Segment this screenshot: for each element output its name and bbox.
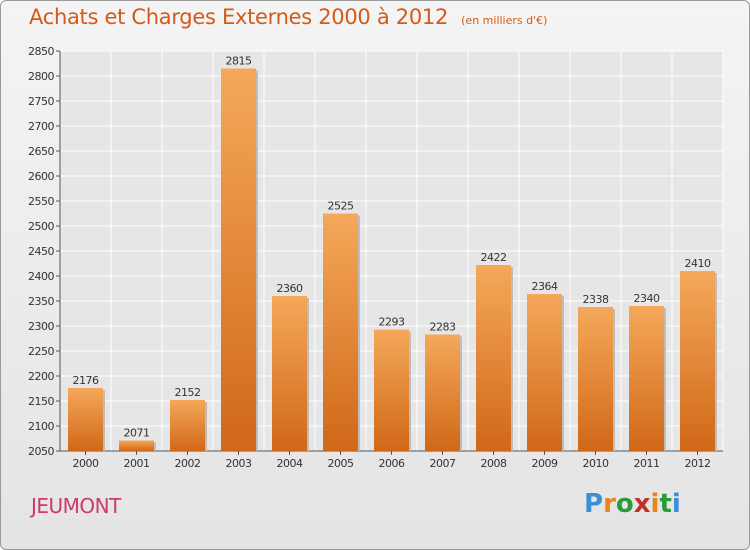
logo-letter: i [650, 489, 660, 519]
x-tick-label: 2012 [685, 457, 711, 470]
logo-letter: i [671, 489, 681, 519]
logo-letter: o [615, 489, 634, 519]
logo-letter: P [584, 489, 604, 519]
logo-letter: t [659, 489, 672, 519]
bar-value-label: 2525 [328, 200, 354, 213]
y-tick-label: 2100 [28, 420, 54, 433]
x-tick-label: 2010 [583, 457, 609, 470]
bar [476, 265, 511, 451]
bar [578, 307, 613, 451]
bar-value-label: 2422 [481, 251, 507, 264]
x-tick-label: 2008 [481, 457, 507, 470]
bar [680, 271, 715, 451]
logo-letter: x [633, 489, 651, 519]
y-tick-label: 2450 [28, 245, 54, 258]
bar [119, 440, 154, 451]
bar [629, 306, 664, 451]
logo-letter: r [603, 489, 616, 519]
bar-value-label: 2410 [685, 257, 711, 270]
bar [221, 68, 256, 451]
y-tick-label: 2600 [28, 170, 54, 183]
y-tick-label: 2850 [28, 45, 54, 58]
y-tick-label: 2300 [28, 320, 54, 333]
bar [425, 334, 460, 451]
y-tick-label: 2050 [28, 445, 54, 458]
bar-value-label: 2340 [634, 292, 660, 305]
y-tick-label: 2250 [28, 345, 54, 358]
x-tick-label: 2004 [277, 457, 303, 470]
y-tick-label: 2750 [28, 95, 54, 108]
y-tick-label: 2200 [28, 370, 54, 383]
bar-value-label: 2293 [379, 316, 405, 329]
bar [527, 294, 562, 451]
chart-title: Achats et Charges Externes 2000 à 2012 [29, 5, 449, 29]
bar [170, 400, 205, 451]
bar-value-label: 2152 [175, 386, 201, 399]
x-tick-label: 2001 [124, 457, 150, 470]
y-tick-label: 2350 [28, 295, 54, 308]
x-tick-label: 2005 [328, 457, 354, 470]
chart-subtitle: (en milliers d'€) [461, 14, 548, 27]
bar-value-label: 2815 [226, 55, 252, 68]
proxiti-logo[interactable]: Proxiti [584, 489, 681, 519]
chart-header: Achats et Charges Externes 2000 à 2012 (… [29, 5, 547, 29]
bars [68, 68, 717, 451]
x-tick-label: 2000 [73, 457, 99, 470]
bar-value-label: 2071 [124, 427, 150, 440]
bar [323, 213, 358, 451]
x-tick-label: 2011 [634, 457, 660, 470]
labels: 2050 2100 2150 2200 2250 2300 2350 2400 2450 2500… [28, 45, 711, 470]
bar-value-label: 2364 [532, 280, 558, 293]
place-name: JEUMONT [31, 494, 121, 518]
y-tick-label: 2400 [28, 270, 54, 283]
bar-value-label: 2176 [73, 374, 99, 387]
x-tick-label: 2009 [532, 457, 558, 470]
bar [374, 329, 409, 451]
y-tick-label: 2150 [28, 395, 54, 408]
y-tick-label: 2500 [28, 220, 54, 233]
y-tick-label: 2650 [28, 145, 54, 158]
y-tick-label: 2800 [28, 70, 54, 83]
bar [68, 388, 103, 451]
bar-value-label: 2360 [277, 282, 303, 295]
y-tick-label: 2700 [28, 120, 54, 133]
x-tick-label: 2007 [430, 457, 456, 470]
x-tick-label: 2006 [379, 457, 405, 470]
bar-value-label: 2283 [430, 321, 456, 334]
y-tick-label: 2550 [28, 195, 54, 208]
bar [272, 296, 307, 451]
x-tick-label: 2002 [175, 457, 201, 470]
bar-value-label: 2338 [583, 293, 609, 306]
x-tick-label: 2003 [226, 457, 252, 470]
